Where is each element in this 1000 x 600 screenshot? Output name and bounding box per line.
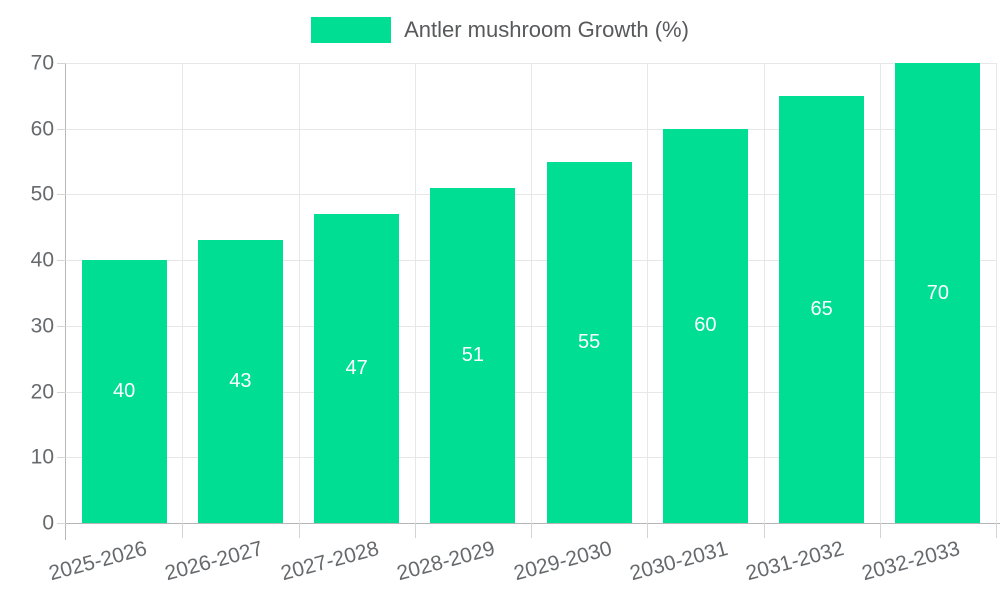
bar-value-label: 43	[229, 370, 252, 393]
bar-2030-2031[interactable]: 60	[662, 128, 748, 523]
y-axis-tick	[57, 391, 66, 393]
y-axis-label: 70	[30, 51, 54, 75]
bar-2029-2030[interactable]: 55	[546, 161, 632, 523]
y-axis-label: 10	[30, 445, 54, 469]
gridline-vertical	[996, 63, 997, 523]
x-axis-line	[996, 523, 1000, 524]
x-axis-tick	[182, 523, 184, 538]
bar-value-label: 55	[577, 330, 601, 353]
x-axis-tick	[996, 523, 997, 538]
gridline-vertical	[763, 63, 765, 523]
x-axis-label-2028-2029: 2028-2029	[394, 537, 498, 586]
x-axis-label-2031-2032: 2031-2032	[743, 537, 847, 586]
chart-legend[interactable]: Antler mushroom Growth (%)	[0, 17, 1000, 43]
x-axis-tick	[647, 523, 649, 538]
bar-2031-2032[interactable]: 65	[779, 95, 865, 523]
x-axis-tick	[879, 523, 881, 538]
x-axis-label-2027-2028: 2027-2028	[278, 537, 382, 586]
x-axis-label-2030-2031: 2030-2031	[627, 537, 731, 586]
y-axis-tick	[57, 523, 66, 524]
y-axis-tick	[57, 325, 66, 327]
bar-value-label: 70	[926, 281, 949, 304]
y-axis-tick	[57, 63, 66, 64]
x-axis-label-2032-2033: 2032-2033	[859, 537, 963, 586]
bar-value-label: 60	[694, 314, 717, 337]
x-axis-tick	[531, 523, 532, 538]
x-axis-label-2026-2027: 2026-2027	[162, 537, 266, 586]
bar-2025-2026[interactable]: 40	[81, 260, 167, 523]
bar-value-label: 51	[461, 343, 484, 366]
bar-2026-2027[interactable]: 43	[197, 240, 283, 523]
y-axis-label: 30	[30, 314, 54, 338]
y-axis-tick	[57, 128, 66, 130]
x-axis-label-2025-2026: 2025-2026	[46, 537, 150, 586]
legend-label: Antler mushroom Growth (%)	[404, 17, 689, 42]
y-axis-label: 60	[30, 117, 54, 141]
bar-value-label: 47	[345, 357, 368, 380]
gridline-vertical	[879, 63, 881, 523]
x-axis-labels: 2025-2026 2026-2027 2027-2028 2028-2029 2029…	[46, 524, 995, 600]
x-axis-label-2029-2030: 2029-2030	[511, 537, 615, 586]
y-axis-label: 40	[30, 248, 54, 272]
x-axis-tick	[763, 523, 765, 538]
y-axis-label: 50	[30, 182, 54, 206]
y-axis-label: 0	[42, 511, 54, 535]
gridline-vertical	[414, 63, 416, 523]
x-axis-tick	[298, 523, 300, 538]
gridline-vertical	[182, 63, 184, 523]
bar-2027-2028[interactable]: 47	[314, 214, 400, 523]
y-axis-tick	[57, 194, 66, 196]
gridline-vertical	[531, 63, 532, 523]
bar-2028-2029[interactable]: 51	[430, 187, 516, 523]
gridline-vertical	[647, 63, 649, 523]
y-axis-tick	[57, 457, 66, 459]
y-axis-tick	[57, 260, 66, 262]
y-axis-label: 20	[30, 380, 54, 404]
bar-value-label: 40	[112, 380, 136, 403]
y-axis-line	[65, 523, 66, 540]
legend-swatch	[311, 17, 392, 43]
bar-2032-2033[interactable]: 70	[895, 63, 981, 523]
gridline-vertical	[298, 63, 300, 523]
plot-area: 0 10 20 30 40 50 60 70 40 43 47 51 55 60 65 70	[31, 53, 1000, 540]
x-axis-tick	[414, 523, 416, 538]
bar-value-label: 65	[810, 297, 833, 320]
